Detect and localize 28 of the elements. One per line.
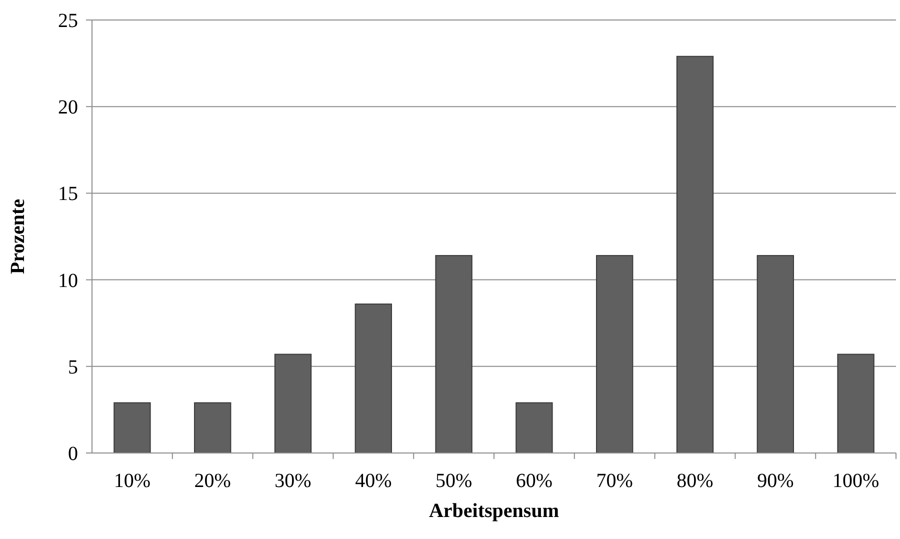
x-axis-title: Arbeitspensum	[428, 500, 560, 522]
bar	[354, 304, 392, 454]
x-tick-label: 40%	[355, 470, 392, 492]
x-tick-label: 50%	[435, 470, 472, 492]
bar	[194, 402, 232, 454]
y-tick-label: 5	[68, 356, 78, 378]
bar	[676, 56, 714, 454]
bar	[435, 255, 472, 454]
bar	[114, 402, 151, 454]
x-tick-label: 90%	[757, 470, 794, 492]
y-tick-label: 20	[58, 96, 78, 119]
y-tick-label: 10	[58, 270, 78, 292]
y-tick-label: 15	[58, 183, 78, 206]
bar	[274, 354, 312, 454]
x-tick-label: 30%	[274, 470, 312, 492]
x-tick-label: 60%	[516, 470, 553, 492]
y-tick-label: 0	[68, 443, 78, 465]
y-axis-title: Prozente	[7, 198, 29, 274]
x-tick-label: 70%	[596, 470, 633, 492]
bar	[837, 354, 874, 454]
x-tick-label: 10%	[114, 470, 151, 492]
bar	[756, 255, 794, 454]
y-tick-label: 25	[58, 10, 78, 32]
x-tick-label: 20%	[194, 470, 231, 492]
x-tick-label: 80%	[676, 470, 714, 492]
bar	[596, 255, 634, 454]
x-tick-label: 100%	[832, 470, 880, 492]
bar	[516, 402, 553, 454]
